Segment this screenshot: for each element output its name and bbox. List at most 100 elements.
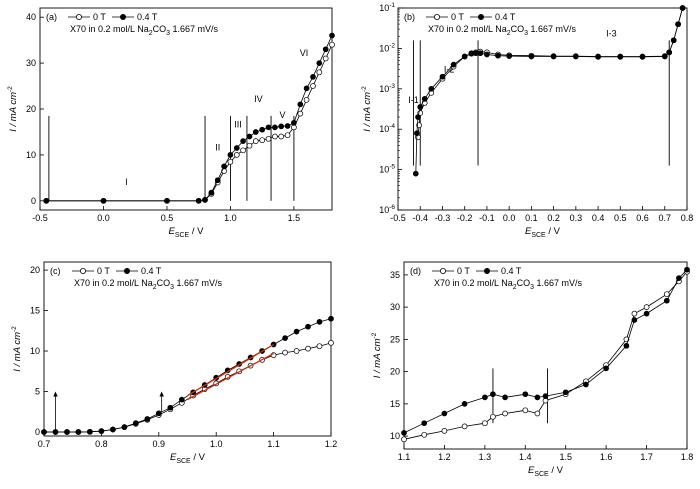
y-tick-label: 10 <box>30 346 40 356</box>
y-tick-label: 10-6 <box>379 204 395 215</box>
data-point-0t <box>316 69 323 76</box>
series-line-0t <box>44 342 332 433</box>
data-point-04t <box>639 54 646 60</box>
data-point-04t <box>221 163 227 170</box>
x-tick-label: -0.1 <box>479 213 495 223</box>
data-point-04t <box>164 197 170 204</box>
data-point-04t <box>316 319 323 325</box>
data-point-04t <box>502 394 508 401</box>
x-tick-label: -0.3 <box>435 213 451 223</box>
legend-label-0t: 0 T <box>451 12 464 22</box>
y-tick-label: 15 <box>30 306 40 316</box>
legend-label-04t: 0.4 T <box>137 12 158 22</box>
series-line-04t <box>403 269 688 434</box>
data-point-0t <box>246 142 253 149</box>
x-axis-label: ESCE / V <box>170 452 206 465</box>
data-point-04t <box>100 197 107 204</box>
data-point-04t <box>43 197 50 204</box>
x-tick-label: 0.0 <box>503 213 516 223</box>
chart-subtitle: X70 in 0.2 mol/L Na2CO3 1.667 mV/s <box>428 24 577 37</box>
panel-d: 1.1 1.2 1.3 1.4 1.5 1.6 1.7 1.8 10 15 20 25 30 35 ESCE… <box>371 261 694 478</box>
x-tick-label: 1.0 <box>210 439 223 449</box>
data-point-0t <box>322 55 329 62</box>
data-point-0t <box>265 135 272 142</box>
y-axis-label: I / mA cm-2 <box>371 332 383 378</box>
legend-label-04t: 0.4 T <box>501 266 522 276</box>
data-point-04t <box>310 74 316 80</box>
x-tick-label: 0.8 <box>95 439 108 449</box>
x-tick-label: -0.4 <box>412 213 428 223</box>
x-tick-label: 0.7 <box>38 439 51 449</box>
legend-label-0t: 0 T <box>457 266 470 276</box>
data-point-0t <box>272 133 278 140</box>
plot-frame <box>397 7 688 211</box>
series-line-04t <box>46 35 333 202</box>
legend-marker-04t <box>483 267 490 274</box>
panel-label: (c) <box>50 266 61 276</box>
data-point-04t <box>412 170 419 177</box>
data-point-04t <box>623 342 630 349</box>
legend-marker-04t <box>477 13 484 20</box>
legend-label-0t: 0 T <box>93 12 106 22</box>
x-tick-label: 0.0 <box>97 213 110 223</box>
x-tick-label: 0.4 <box>592 213 605 223</box>
data-point-0t <box>316 343 323 350</box>
chart-subtitle: X70 in 0.2 mol/L Na2CO3 1.667 mV/s <box>434 278 583 291</box>
data-point-0t <box>284 132 291 139</box>
data-point-04t <box>421 96 428 102</box>
x-tick-label: 1.0 <box>224 213 237 223</box>
legend-label-04t: 0.4 T <box>141 266 162 276</box>
data-point-04t <box>305 323 311 330</box>
y-tick-label: 10-3 <box>379 83 395 94</box>
data-point-04t <box>278 123 285 130</box>
x-axis-label: ESCE / V <box>168 226 204 239</box>
data-point-0t <box>297 110 304 117</box>
data-point-04t <box>303 85 310 92</box>
data-point-04t <box>178 396 185 403</box>
chart-subtitle: X70 in 0.2 mol/L Na2CO3 1.667 mV/s <box>70 24 219 37</box>
data-point-0t <box>534 410 541 417</box>
data-point-04t <box>461 401 468 407</box>
y-tick-label: 0 <box>31 196 36 206</box>
legend-marker-0t <box>439 267 446 274</box>
y-tick-label: 10 <box>26 150 36 160</box>
data-point-0t <box>227 158 234 165</box>
arrow-head <box>159 391 164 397</box>
series-line-04t <box>44 318 332 433</box>
x-tick-label: 1.8 <box>681 452 694 462</box>
x-tick-label: 1.5 <box>559 452 572 462</box>
panel-label: (b) <box>404 12 415 22</box>
data-point-04t <box>661 53 668 60</box>
y-tick-label: 10 <box>390 431 400 441</box>
x-tick-label: 1.5 <box>288 213 301 223</box>
x-tick-label: 0.9 <box>153 439 166 449</box>
data-point-04t <box>208 189 215 196</box>
data-point-04t <box>484 51 490 58</box>
y-tick-label: 10-1 <box>379 2 395 13</box>
region-label: III <box>234 119 242 129</box>
y-tick-label: 40 <box>26 12 36 22</box>
y-tick-label: 15 <box>390 399 400 409</box>
data-point-04t <box>214 177 221 184</box>
data-point-04t <box>603 365 609 372</box>
data-point-0t <box>643 304 650 310</box>
data-point-04t <box>550 53 557 60</box>
data-point-0t <box>303 96 310 103</box>
data-point-0t <box>282 349 288 356</box>
data-point-0t <box>441 428 448 434</box>
data-point-04t <box>328 315 334 322</box>
legend-label-04t: 0.4 T <box>495 12 516 22</box>
data-point-0t <box>252 138 259 144</box>
region-label: V <box>279 110 285 120</box>
data-point-04t <box>272 124 278 131</box>
y-tick-label: 20 <box>26 104 36 114</box>
y-tick-label: 10-5 <box>379 164 395 175</box>
data-point-04t <box>293 328 300 335</box>
legend-marker-0t <box>80 267 87 274</box>
legend-marker-04t <box>120 13 127 20</box>
data-point-04t <box>666 49 673 56</box>
y-tick-label: 0 <box>35 427 40 437</box>
data-point-04t <box>495 52 501 59</box>
data-point-04t <box>534 394 541 401</box>
